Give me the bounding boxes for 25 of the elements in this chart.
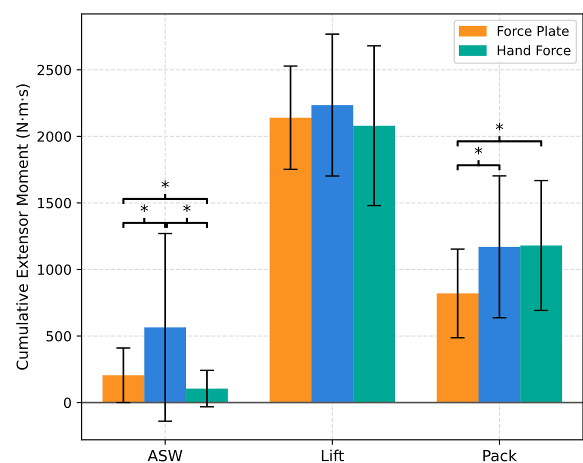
bar bbox=[436, 293, 479, 403]
bar bbox=[270, 118, 312, 403]
bar bbox=[311, 105, 354, 403]
bar bbox=[353, 126, 395, 403]
y-tick-label: 1000 bbox=[38, 264, 71, 275]
x-tick-label: Pack bbox=[483, 450, 517, 462]
bar bbox=[144, 327, 186, 403]
y-tick-label: 1500 bbox=[38, 198, 71, 208]
annotation: * bbox=[496, 122, 504, 130]
x-tick-label: Lift bbox=[322, 450, 344, 462]
annotation: * bbox=[140, 204, 148, 212]
bar bbox=[520, 246, 562, 403]
bar bbox=[478, 246, 520, 403]
annotation: * bbox=[183, 204, 191, 212]
y-tick-label: 2500 bbox=[38, 64, 71, 76]
y-tick-label: 500 bbox=[46, 330, 71, 342]
x-tick-label: ASW bbox=[148, 450, 182, 462]
y-tick-label: 2000 bbox=[38, 131, 71, 142]
y-tick-label: 0 bbox=[64, 398, 71, 408]
legend-label: Hand Force bbox=[498, 45, 570, 56]
bar bbox=[102, 375, 144, 403]
annotation: * bbox=[162, 180, 169, 188]
annotation: * bbox=[474, 146, 482, 154]
y-axis-title: Cumulative Extensor Moment (N·m·s) bbox=[16, 84, 30, 370]
legend-label: Force Plate bbox=[498, 26, 569, 36]
